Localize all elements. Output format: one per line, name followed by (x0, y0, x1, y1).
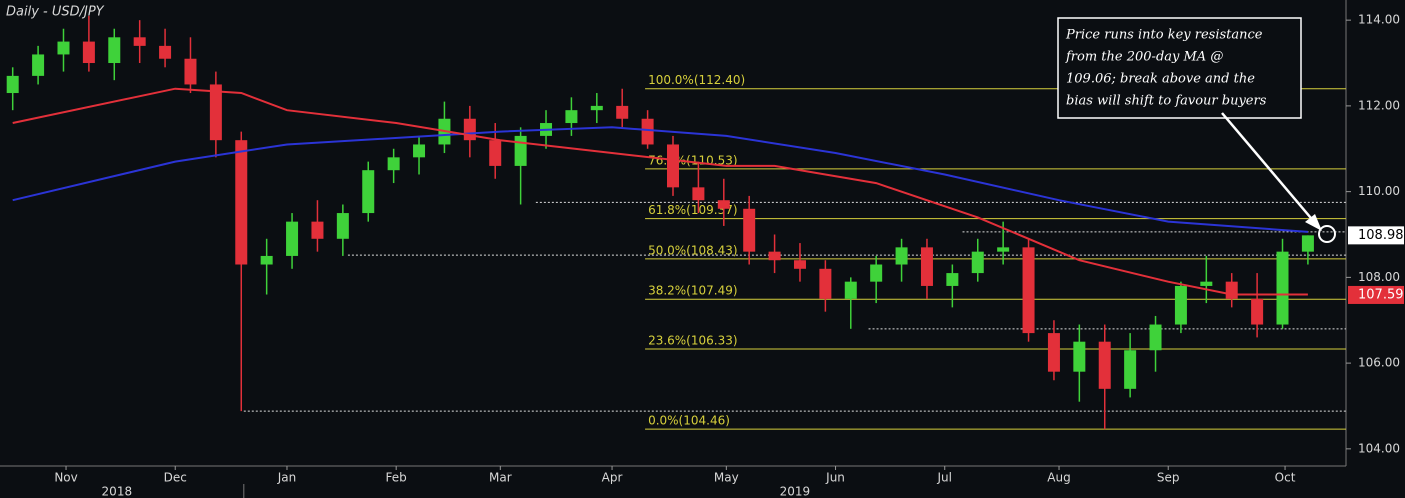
candle-body (920, 247, 933, 286)
candle-body (1047, 333, 1060, 372)
moving-average (12, 87, 1308, 296)
x-tick-label: May (714, 471, 739, 485)
annotation-box (1057, 17, 1302, 119)
candle-body (311, 221, 324, 239)
candle-body (1098, 341, 1111, 389)
candle-body (667, 144, 679, 188)
price-tag-label: 108.98 (1358, 228, 1404, 243)
candle-body (1073, 341, 1086, 372)
price-tag-label: 107.59 (1358, 287, 1404, 302)
candle-body (362, 170, 375, 214)
candle-body (971, 251, 984, 274)
candle-body (616, 105, 629, 119)
candle-body (463, 118, 476, 141)
fib-label: 0.0%(104.46) (648, 414, 730, 428)
y-tick-label: 110.00 (1358, 184, 1400, 198)
annotation-text: Price runs into key resistance (1065, 28, 1263, 43)
candle-body (819, 268, 832, 299)
candle-body (260, 255, 273, 265)
candle-body (844, 281, 857, 299)
candle-body (209, 84, 222, 141)
y-tick-label: 108.00 (1358, 270, 1400, 284)
price-tag: 108.98 (1348, 226, 1404, 245)
candle-body (1251, 298, 1264, 325)
annotation-text: bias will shift to favour buyers (1066, 94, 1267, 109)
candle-body (1149, 324, 1162, 351)
candle-body (793, 260, 806, 269)
y-tick-label: 114.00 (1358, 13, 1400, 27)
candle-body (768, 251, 781, 261)
candle-body (6, 75, 19, 94)
x-tick-label: Apr (602, 471, 623, 485)
candle-body (997, 247, 1010, 252)
plot: 104.00 106.00 108.00 110.00 112.00 114.00 Nov D… (6, 13, 1400, 498)
x-tick-label: Aug (1047, 471, 1070, 485)
x-tick-label: Mar (489, 471, 512, 485)
candle-body (57, 41, 70, 55)
annotation-arrow (1221, 112, 1317, 225)
highlight-circle (1318, 225, 1336, 243)
x-tick-label: Jan (277, 471, 297, 485)
y-tick-label: 112.00 (1358, 98, 1400, 112)
x-tick-label: Oct (1275, 471, 1296, 485)
fib-label: 100.0%(112.40) (648, 73, 745, 87)
year-label: 2019 (780, 485, 811, 498)
candle-body (1301, 235, 1314, 252)
annotation-text: 109.06; break above and the (1066, 72, 1255, 87)
candle-body (32, 54, 45, 76)
fib-label: 38.2%(107.49) (648, 284, 737, 298)
candle-body (692, 187, 705, 201)
arrow-head (1305, 214, 1322, 231)
candle-body (184, 58, 197, 85)
candle-body (286, 221, 299, 256)
annotation-text: from the 200-day MA @ (1065, 50, 1223, 65)
candle-body (1022, 247, 1035, 334)
candle-body (108, 37, 121, 64)
moving-average (12, 126, 1308, 233)
candle-body (413, 144, 426, 158)
candle-body (1174, 285, 1187, 325)
x-tick-label: Jul (936, 471, 951, 485)
fib-label: 61.8%(109.37) (648, 203, 737, 217)
candle-body (641, 118, 654, 145)
candle-body (870, 264, 883, 282)
year-label: 2018 (102, 485, 133, 498)
candle-body (387, 157, 400, 171)
candle-body (946, 273, 959, 286)
candle-body (489, 140, 502, 166)
candle-body (717, 200, 730, 209)
x-tick-label: Feb (386, 471, 407, 485)
price-tag-box (1348, 285, 1404, 304)
candle-body (590, 105, 603, 111)
x-tick-label: Dec (164, 471, 187, 485)
candle-body (133, 37, 146, 46)
candle-body (1200, 281, 1213, 286)
candle-body (565, 110, 578, 124)
candle-body (235, 140, 248, 265)
candle-body (336, 213, 349, 239)
candle-body (514, 135, 527, 166)
x-tick-label: Jun (825, 471, 845, 485)
candle-body (159, 45, 172, 59)
candle-body (1124, 350, 1137, 389)
candle-body (82, 41, 95, 64)
price-tag-box (1348, 226, 1404, 245)
x-tick-label: Nov (54, 471, 77, 485)
candle-body (1225, 281, 1238, 299)
chart-title: Daily - USD/JPY (6, 5, 105, 20)
x-tick-label: Sep (1157, 471, 1180, 485)
price-tag: 107.59 (1348, 285, 1404, 304)
candle-body (895, 247, 908, 265)
y-tick-label: 104.00 (1358, 441, 1400, 455)
candle-body (1276, 251, 1289, 325)
y-tick-label: 106.00 (1358, 356, 1400, 370)
candle-body (743, 208, 756, 252)
fib-label: 50.0%(108.43) (648, 243, 737, 257)
fib-label: 23.6%(106.33) (648, 333, 737, 347)
